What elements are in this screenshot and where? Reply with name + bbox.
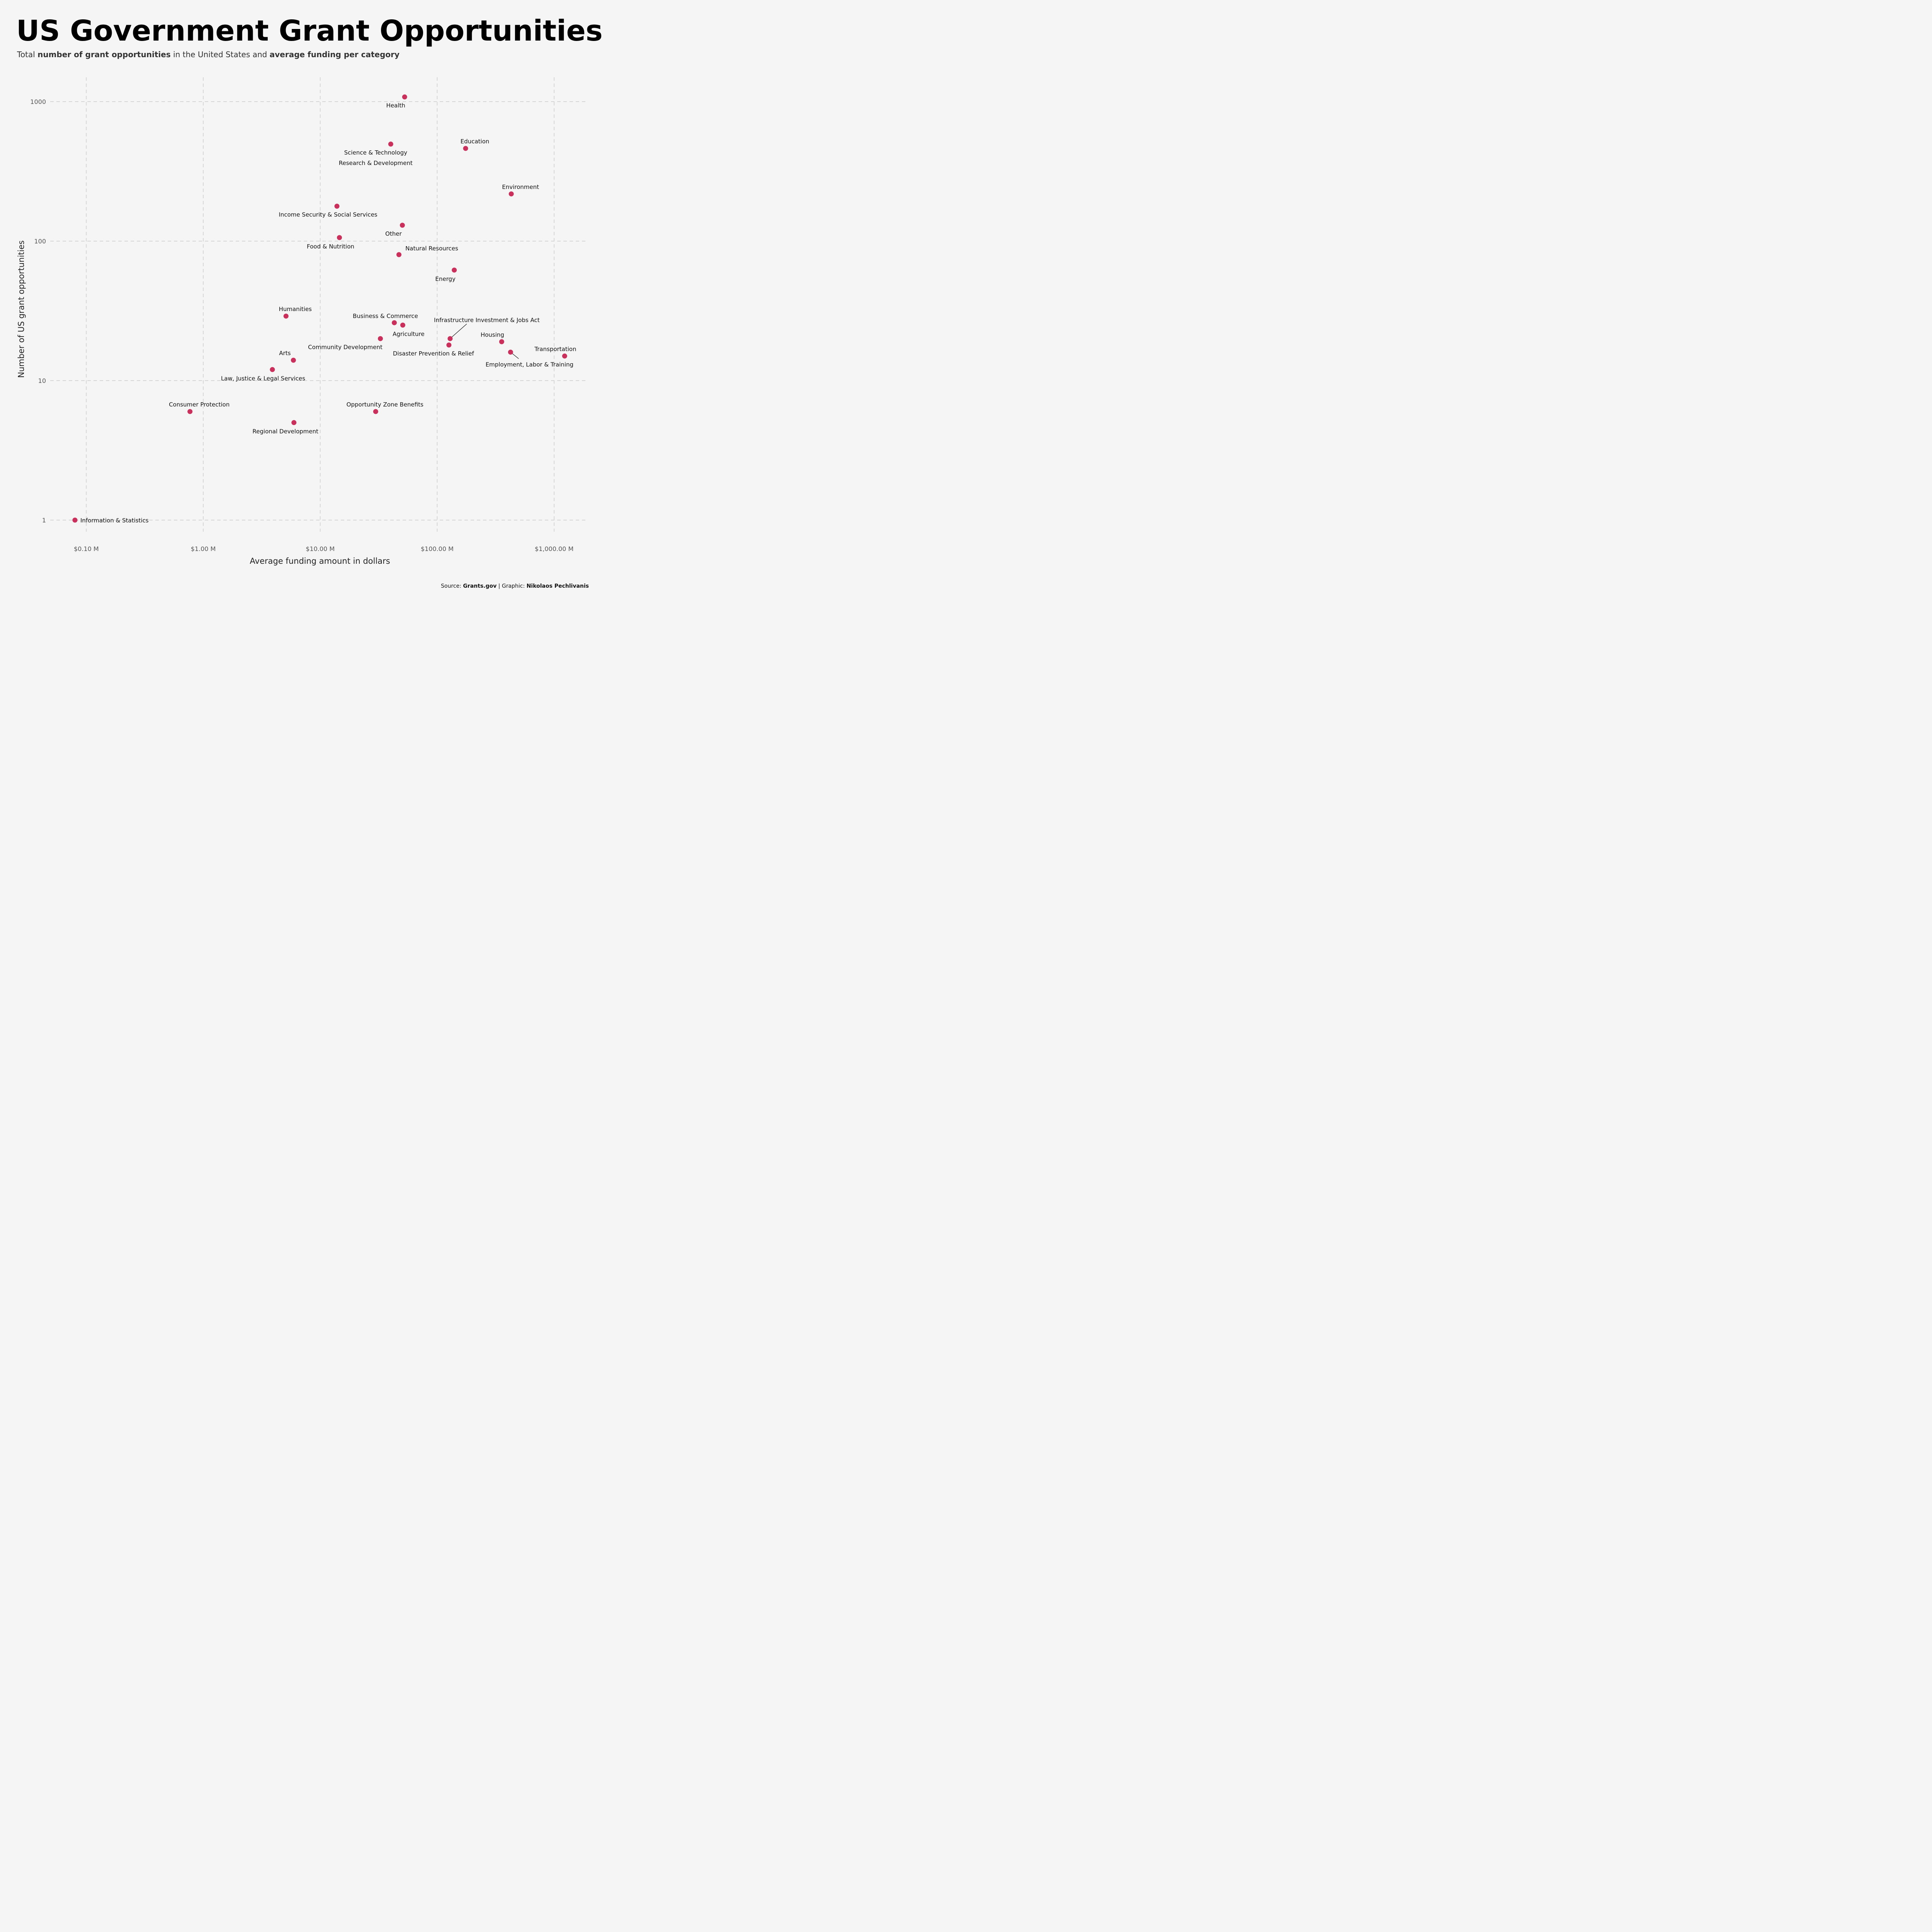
data-point	[391, 320, 397, 325]
source-caption: Source: Grants.gov | Graphic: Nikolaos P…	[441, 583, 589, 589]
data-point	[447, 336, 453, 341]
data-point	[291, 357, 296, 363]
data-label: Income Security & Social Services	[279, 211, 377, 218]
data-label: Law, Justice & Legal Services	[221, 375, 305, 382]
tick-labels: $0.10 M $1.00 M $10.00 M $100.00 M $1,000.00…	[30, 98, 573, 553]
background	[0, 0, 606, 606]
leader-line	[450, 323, 467, 339]
data-label: Health	[386, 102, 405, 109]
data-label: Housing	[481, 331, 504, 338]
data-point	[499, 339, 504, 344]
chart-title: US Government Grant Opportunities	[16, 14, 603, 48]
x-tick-label: $0.10 M	[74, 545, 99, 553]
data-point	[562, 353, 567, 359]
x-tick-label: $1,000.00 M	[535, 545, 573, 553]
x-tick-label: $100.00 M	[421, 545, 454, 553]
data-label: Agriculture	[393, 330, 425, 337]
data-label: Transportation	[534, 345, 576, 352]
data-label: Infrastructure Investment & Jobs Act	[434, 316, 540, 323]
data-label: Other	[385, 230, 402, 237]
data-point	[291, 420, 297, 425]
data-point	[378, 336, 383, 341]
chart-subtitle: Total number of grant opportunities in t…	[17, 50, 400, 59]
y-tick-label: 100	[34, 238, 46, 245]
data-label: Arts	[279, 350, 291, 357]
data-point	[283, 313, 289, 319]
data-label: Business & Commerce	[353, 313, 418, 320]
data-label: Disaster Prevention & Relief	[393, 350, 474, 357]
data-label: Humanities	[279, 306, 312, 313]
data-label: Regional Development	[252, 428, 318, 435]
data-point	[446, 342, 452, 348]
data-label: Information & Statistics	[80, 517, 149, 524]
data-point	[509, 191, 514, 197]
data-label: Education	[461, 138, 490, 145]
data-point	[452, 267, 457, 273]
data-point	[396, 252, 401, 257]
data-points: Health Science & Technology Research & Dev…	[72, 94, 576, 524]
data-label: Food & Nutrition	[307, 243, 354, 250]
data-label: Research & Development	[339, 160, 413, 167]
data-point	[270, 367, 275, 372]
x-tick-label: $1.00 M	[191, 545, 216, 553]
x-tick-label: $10.00 M	[306, 545, 335, 553]
data-point	[508, 349, 513, 355]
y-tick-label: 10	[38, 377, 46, 384]
data-point	[373, 409, 378, 414]
y-axis-title: Number of US grant opportunities	[17, 240, 26, 378]
data-point	[72, 517, 78, 523]
data-point	[400, 322, 405, 328]
gridlines	[50, 77, 587, 532]
data-label: Opportunity Zone Benefits	[347, 401, 423, 408]
data-point	[400, 223, 405, 228]
y-tick-label: 1	[42, 517, 46, 524]
data-label: Energy	[435, 276, 456, 282]
data-label: Employment, Labor & Training	[486, 361, 573, 368]
data-point	[463, 146, 468, 151]
data-label: Science & Technology	[344, 149, 408, 156]
data-label: Consumer Protection	[169, 401, 230, 408]
data-point	[187, 409, 193, 414]
y-tick-label: 1000	[30, 98, 46, 105]
data-point	[337, 235, 342, 240]
grant-scatter-chart: US Government Grant Opportunities Total …	[0, 0, 606, 606]
data-label: Community Development	[308, 344, 383, 350]
data-point	[402, 94, 407, 100]
data-label: Natural Resources	[405, 245, 458, 252]
data-point	[334, 204, 340, 209]
data-label: Environment	[502, 184, 539, 190]
data-point	[388, 141, 393, 147]
x-axis-title: Average funding amount in dollars	[250, 556, 390, 566]
